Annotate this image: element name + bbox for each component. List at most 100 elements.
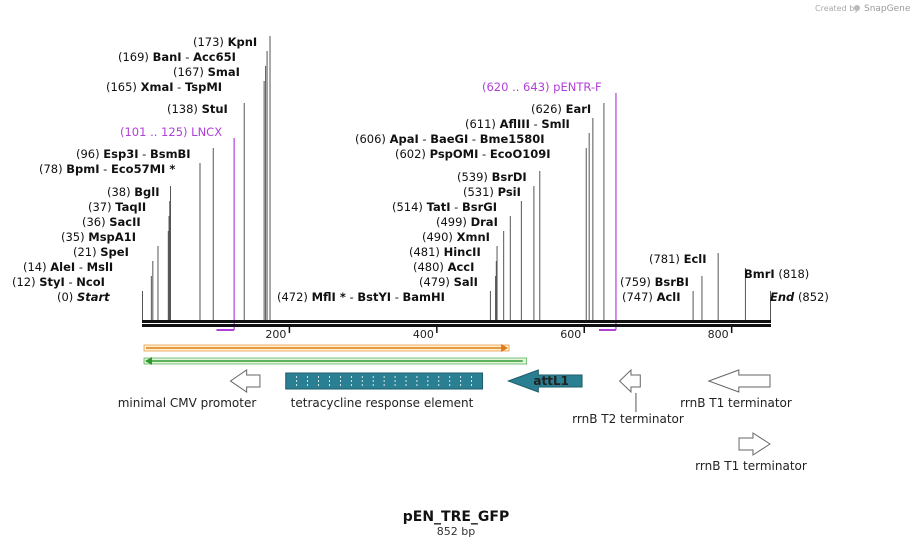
name-separator: - (478, 147, 489, 161)
site-label-xmni[interactable]: (490) XmnI (422, 230, 490, 244)
enzyme-name: XmaI (141, 80, 174, 94)
site-label-acci[interactable]: (480) AccI (413, 260, 474, 274)
enzyme-name: Acc65I (193, 50, 236, 64)
site-label-acli[interactable]: (747) AclI (622, 290, 681, 304)
site-position: (78) (39, 162, 63, 176)
site-label-pspomi-ecoo109i[interactable]: (602) PspOMI - EcoO109I (395, 147, 551, 161)
enzyme-name: BpmI (66, 162, 99, 176)
star-marker: * (165, 162, 175, 176)
site-position: (514) (392, 200, 423, 214)
enzyme-name: EclI (684, 252, 707, 266)
enzyme-name: BsrBI (655, 275, 689, 289)
feature-shape-rrnb-t1-terminator-2[interactable] (738, 432, 771, 456)
credit-text: Created by (815, 4, 859, 13)
site-label-smai[interactable]: (167) SmaI (173, 65, 240, 79)
site-position: (165) (106, 80, 137, 94)
enzyme-name: TspMI (185, 80, 222, 94)
enzyme-name: BsmBI (150, 147, 191, 161)
site-label-styi-ncoi[interactable]: (12) StyI - NcoI (12, 275, 105, 289)
enzyme-name: TaqII (115, 200, 146, 214)
feature-label-tetracycline-response-element[interactable]: tetracycline response element (291, 396, 474, 410)
feature-shape-attl1[interactable] (506, 369, 583, 393)
enzyme-name: AleI (50, 260, 75, 274)
site-label-end[interactable]: End (852) (770, 290, 829, 304)
site-label-bani-acc65i[interactable]: (169) BanI - Acc65I (118, 50, 236, 64)
primer-range: (620 .. 643) (482, 80, 550, 94)
name-separator: - (451, 200, 462, 214)
site-position: (96) (76, 147, 100, 161)
site-label-sacii[interactable]: (36) SacII (82, 215, 141, 229)
site-label-tati-bsrgi[interactable]: (514) TatI - BsrGI (392, 200, 497, 214)
feature-shape-rrnb-t1-terminator[interactable] (707, 369, 771, 393)
enzyme-name: Esp3I (103, 147, 138, 161)
site-label-bgli[interactable]: (38) BglI (107, 185, 159, 199)
site-label-start[interactable]: (0) Start (57, 290, 110, 304)
site-label-bsrdi[interactable]: (539) BsrDI (457, 170, 527, 184)
enzyme-name: PspOMI (430, 147, 479, 161)
site-position: (602) (395, 147, 426, 161)
enzyme-name: MflI (312, 290, 336, 304)
enzyme-name: StuI (202, 102, 228, 116)
enzyme-name: BaeGI (430, 132, 468, 146)
feature-label-attl1[interactable]: attL1 (533, 374, 569, 388)
feature-label-rrnb-t1-terminator-2[interactable]: rrnB T1 terminator (695, 459, 807, 473)
primer-name: LNCX (191, 125, 222, 139)
backbone-strand-bottom (142, 324, 771, 327)
site-label-apai-baegi-bme1580i[interactable]: (606) ApaI - BaeGI - Bme1580I (355, 132, 545, 146)
enzyme-name: BmrI (744, 267, 775, 281)
site-label-drai[interactable]: (499) DraI (436, 215, 498, 229)
primer-label-lncx[interactable]: (101 .. 125) LNCX (120, 125, 222, 139)
primer-label-pentr-f[interactable]: (620 .. 643) pENTR-F (482, 80, 602, 94)
site-label-bsrbi[interactable]: (759) BsrBI (620, 275, 689, 289)
sequence-name: pEN_TRE_GFP (403, 509, 510, 525)
site-labels: (0) Start(12) StyI - NcoI(14) AleI - Msl… (12, 35, 829, 304)
enzyme-name: XmnI (457, 230, 490, 244)
site-position: (499) (436, 215, 467, 229)
enzyme-name: BsrDI (492, 170, 527, 184)
site-label-xmai-tspmi[interactable]: (165) XmaI - TspMI (106, 80, 222, 94)
axis-tick-label: 600 (560, 328, 581, 341)
dna-backbone (142, 320, 771, 327)
site-position: (759) (620, 275, 651, 289)
site-position: (747) (622, 290, 653, 304)
site-label-stui[interactable]: (138) StuI (167, 102, 228, 116)
feature-shape-rrnb-t2-terminator[interactable] (618, 368, 641, 394)
name-separator: - (468, 132, 479, 146)
site-position: (781) (649, 252, 680, 266)
enzyme-name: BanI (153, 50, 182, 64)
snapgene-credit: Created by SnapGene (815, 4, 911, 14)
site-label-sali[interactable]: (479) SalI (419, 275, 478, 289)
site-label-eari[interactable]: (626) EarI (531, 102, 591, 116)
name-separator: - (530, 117, 541, 131)
site-label-aflIII-smli[interactable]: (611) AflIII - SmlI (465, 117, 570, 131)
enzyme-name: Start (77, 290, 110, 304)
site-label-ecli[interactable]: (781) EclI (649, 252, 707, 266)
site-label-mspa1i[interactable]: (35) MspA1I (61, 230, 136, 244)
name-separator: - (419, 132, 430, 146)
primer-range: (101 .. 125) (120, 125, 188, 139)
enzyme-name: AccI (448, 260, 475, 274)
site-label-esp3i-bsmbi[interactable]: (96) Esp3I - BsmBI (76, 147, 191, 161)
enzyme-name: Eco57MI (111, 162, 165, 176)
enzyme-name: SmaI (208, 65, 240, 79)
site-label-spei[interactable]: (21) SpeI (73, 245, 129, 259)
site-label-taqii[interactable]: (37) TaqII (88, 200, 146, 214)
site-label-bmri[interactable]: BmrI (818) (744, 267, 809, 281)
enzyme-name: SalI (454, 275, 478, 289)
site-label-alei-msli[interactable]: (14) AleI - MslI (23, 260, 113, 274)
enzyme-name: EcoO109I (490, 147, 551, 161)
site-position: (169) (118, 50, 149, 64)
feature-label-rrnb-t1-terminator[interactable]: rrnB T1 terminator (680, 396, 792, 410)
site-label-bpmi-eco57mi[interactable]: (78) BpmI - Eco57MI * (39, 162, 175, 176)
enzyme-name: SpeI (100, 245, 129, 259)
enzyme-name: SmlI (541, 117, 570, 131)
enzyme-name: HincII (444, 245, 481, 259)
feature-shape-minimal-cmv-promoter[interactable] (229, 369, 261, 393)
feature-label-minimal-cmv-promoter[interactable]: minimal CMV promoter (118, 396, 257, 410)
site-label-psii[interactable]: (531) PsiI (463, 185, 521, 199)
site-label-kpni[interactable]: (173) KpnI (193, 35, 257, 49)
name-separator: - (100, 162, 111, 176)
site-label-hincii[interactable]: (481) HincII (409, 245, 481, 259)
site-label-mfli-bstyi-bamhi[interactable]: (472) MflI * - BstYI - BamHI (277, 290, 445, 304)
feature-label-rrnb-t2-terminator[interactable]: rrnB T2 terminator (572, 412, 684, 426)
